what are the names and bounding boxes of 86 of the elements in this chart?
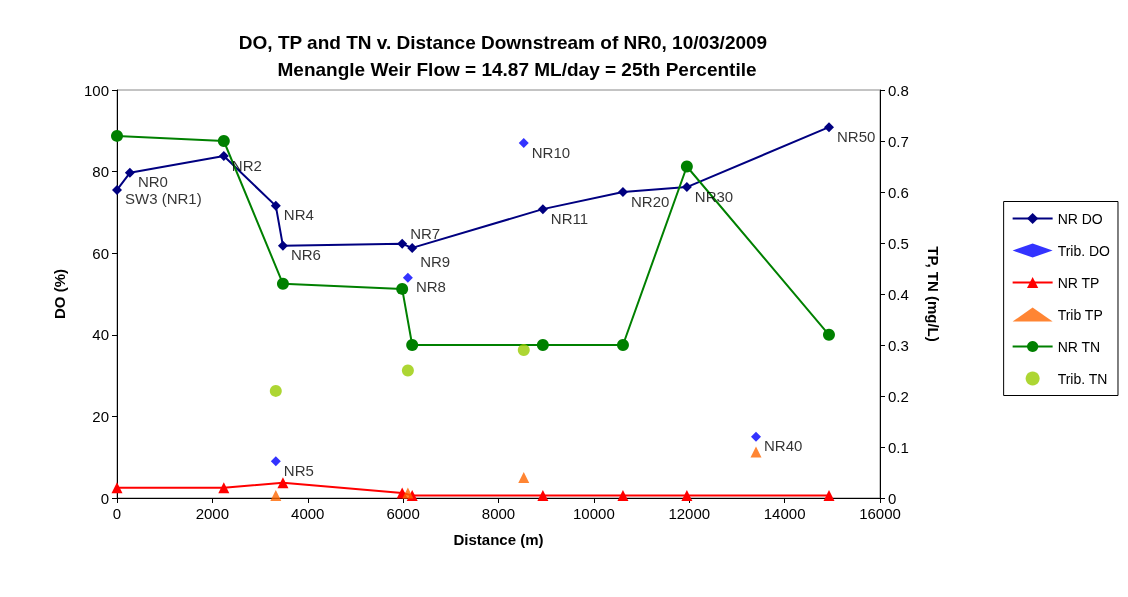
annotation: NR5 [283, 461, 314, 479]
y2-tick-label: 0.6 [888, 183, 909, 201]
point [617, 187, 628, 197]
legend-label: NR TP [1057, 274, 1100, 291]
y2-tick-label: 0.5 [888, 234, 909, 252]
annotation: NR11 [550, 209, 589, 227]
annotation: NR7 [410, 225, 441, 243]
point [402, 272, 413, 283]
annotation: NR6 [290, 246, 321, 264]
point [750, 446, 762, 458]
point [681, 489, 693, 501]
legend-label: NR TN [1057, 338, 1101, 355]
point [277, 477, 289, 489]
legend-label: Trib. DO [1057, 242, 1111, 259]
point [111, 129, 123, 142]
point [276, 277, 289, 290]
point [536, 339, 549, 351]
point [402, 487, 414, 499]
y2-tick-label: 0.2 [888, 387, 909, 405]
x-tick-label: 16000 [859, 505, 901, 522]
x-tick-label: 0 [112, 505, 122, 522]
x-tick-label: 6000 [386, 505, 420, 522]
point [401, 364, 414, 377]
x-tick-label: 14000 [763, 505, 806, 522]
point [518, 472, 530, 484]
point [518, 138, 529, 149]
annotation: NR8 [415, 278, 446, 296]
y-tick-label: 40 [92, 326, 109, 344]
point [270, 456, 281, 467]
y2-tick-label: 0.4 [888, 285, 909, 303]
point [217, 135, 230, 147]
point [407, 242, 418, 253]
y2-axis-title: TP, TN (mg/L) [925, 246, 942, 342]
point [617, 489, 629, 501]
point [396, 282, 409, 295]
point [517, 344, 530, 357]
point [218, 151, 229, 162]
x-tick-label: 10000 [573, 505, 615, 522]
y-tick-label: 100 [83, 81, 109, 99]
legend-label: Trib. TN [1057, 370, 1108, 387]
y-axis-title: DO (%) [51, 269, 68, 319]
x-tick-label: 2000 [195, 505, 230, 522]
annotation: SW3 (NR1) [125, 190, 202, 208]
x-axis-title: Distance (m) [453, 531, 544, 548]
annotation: NR4 [283, 206, 314, 224]
annotation: NR9 [420, 253, 451, 271]
x-tick-label: 12000 [668, 505, 711, 522]
point [680, 160, 693, 173]
point [823, 122, 834, 133]
annotation: NR40 [764, 437, 803, 455]
point [397, 238, 408, 249]
x-tick-label: 8000 [481, 505, 516, 522]
x-tick-label: 4000 [291, 505, 325, 522]
chart-subtitle: Menangle Weir Flow = 14.87 ML/day = 25th Percentile [277, 59, 757, 80]
y-tick-label: 80 [92, 163, 109, 181]
annotation: NR10 [531, 143, 571, 161]
point [823, 489, 835, 501]
legend-label: NR DO [1057, 210, 1103, 227]
y2-tick-label: 0 [888, 489, 897, 507]
y-tick-label: 0 [100, 489, 109, 507]
point [112, 184, 122, 195]
y2-tick-label: 0.8 [888, 81, 909, 99]
y2-tick-label: 0.1 [888, 438, 909, 456]
point [616, 339, 629, 351]
point [822, 328, 835, 341]
point [277, 240, 288, 251]
point [111, 482, 123, 494]
y2-tick-label: 0.3 [888, 336, 909, 354]
point [537, 204, 548, 215]
annotation: NR0 [137, 173, 168, 191]
point [406, 339, 419, 351]
point [218, 482, 230, 494]
point [681, 182, 692, 193]
point [751, 431, 762, 442]
annotation: NR20 [630, 192, 670, 210]
point [537, 489, 549, 501]
annotation: NR50 [836, 127, 876, 145]
y2-tick-label: 0.7 [888, 132, 909, 150]
point [269, 384, 282, 397]
point [270, 200, 281, 211]
chart-title: DO, TP and TN v. Distance Downstream of NR0, 10/03/2009 [238, 32, 768, 53]
legend-label: Trib TP [1057, 306, 1103, 323]
y-tick-label: 20 [92, 407, 109, 425]
y-tick-label: 60 [92, 244, 109, 262]
point [270, 489, 282, 501]
point [124, 167, 135, 178]
